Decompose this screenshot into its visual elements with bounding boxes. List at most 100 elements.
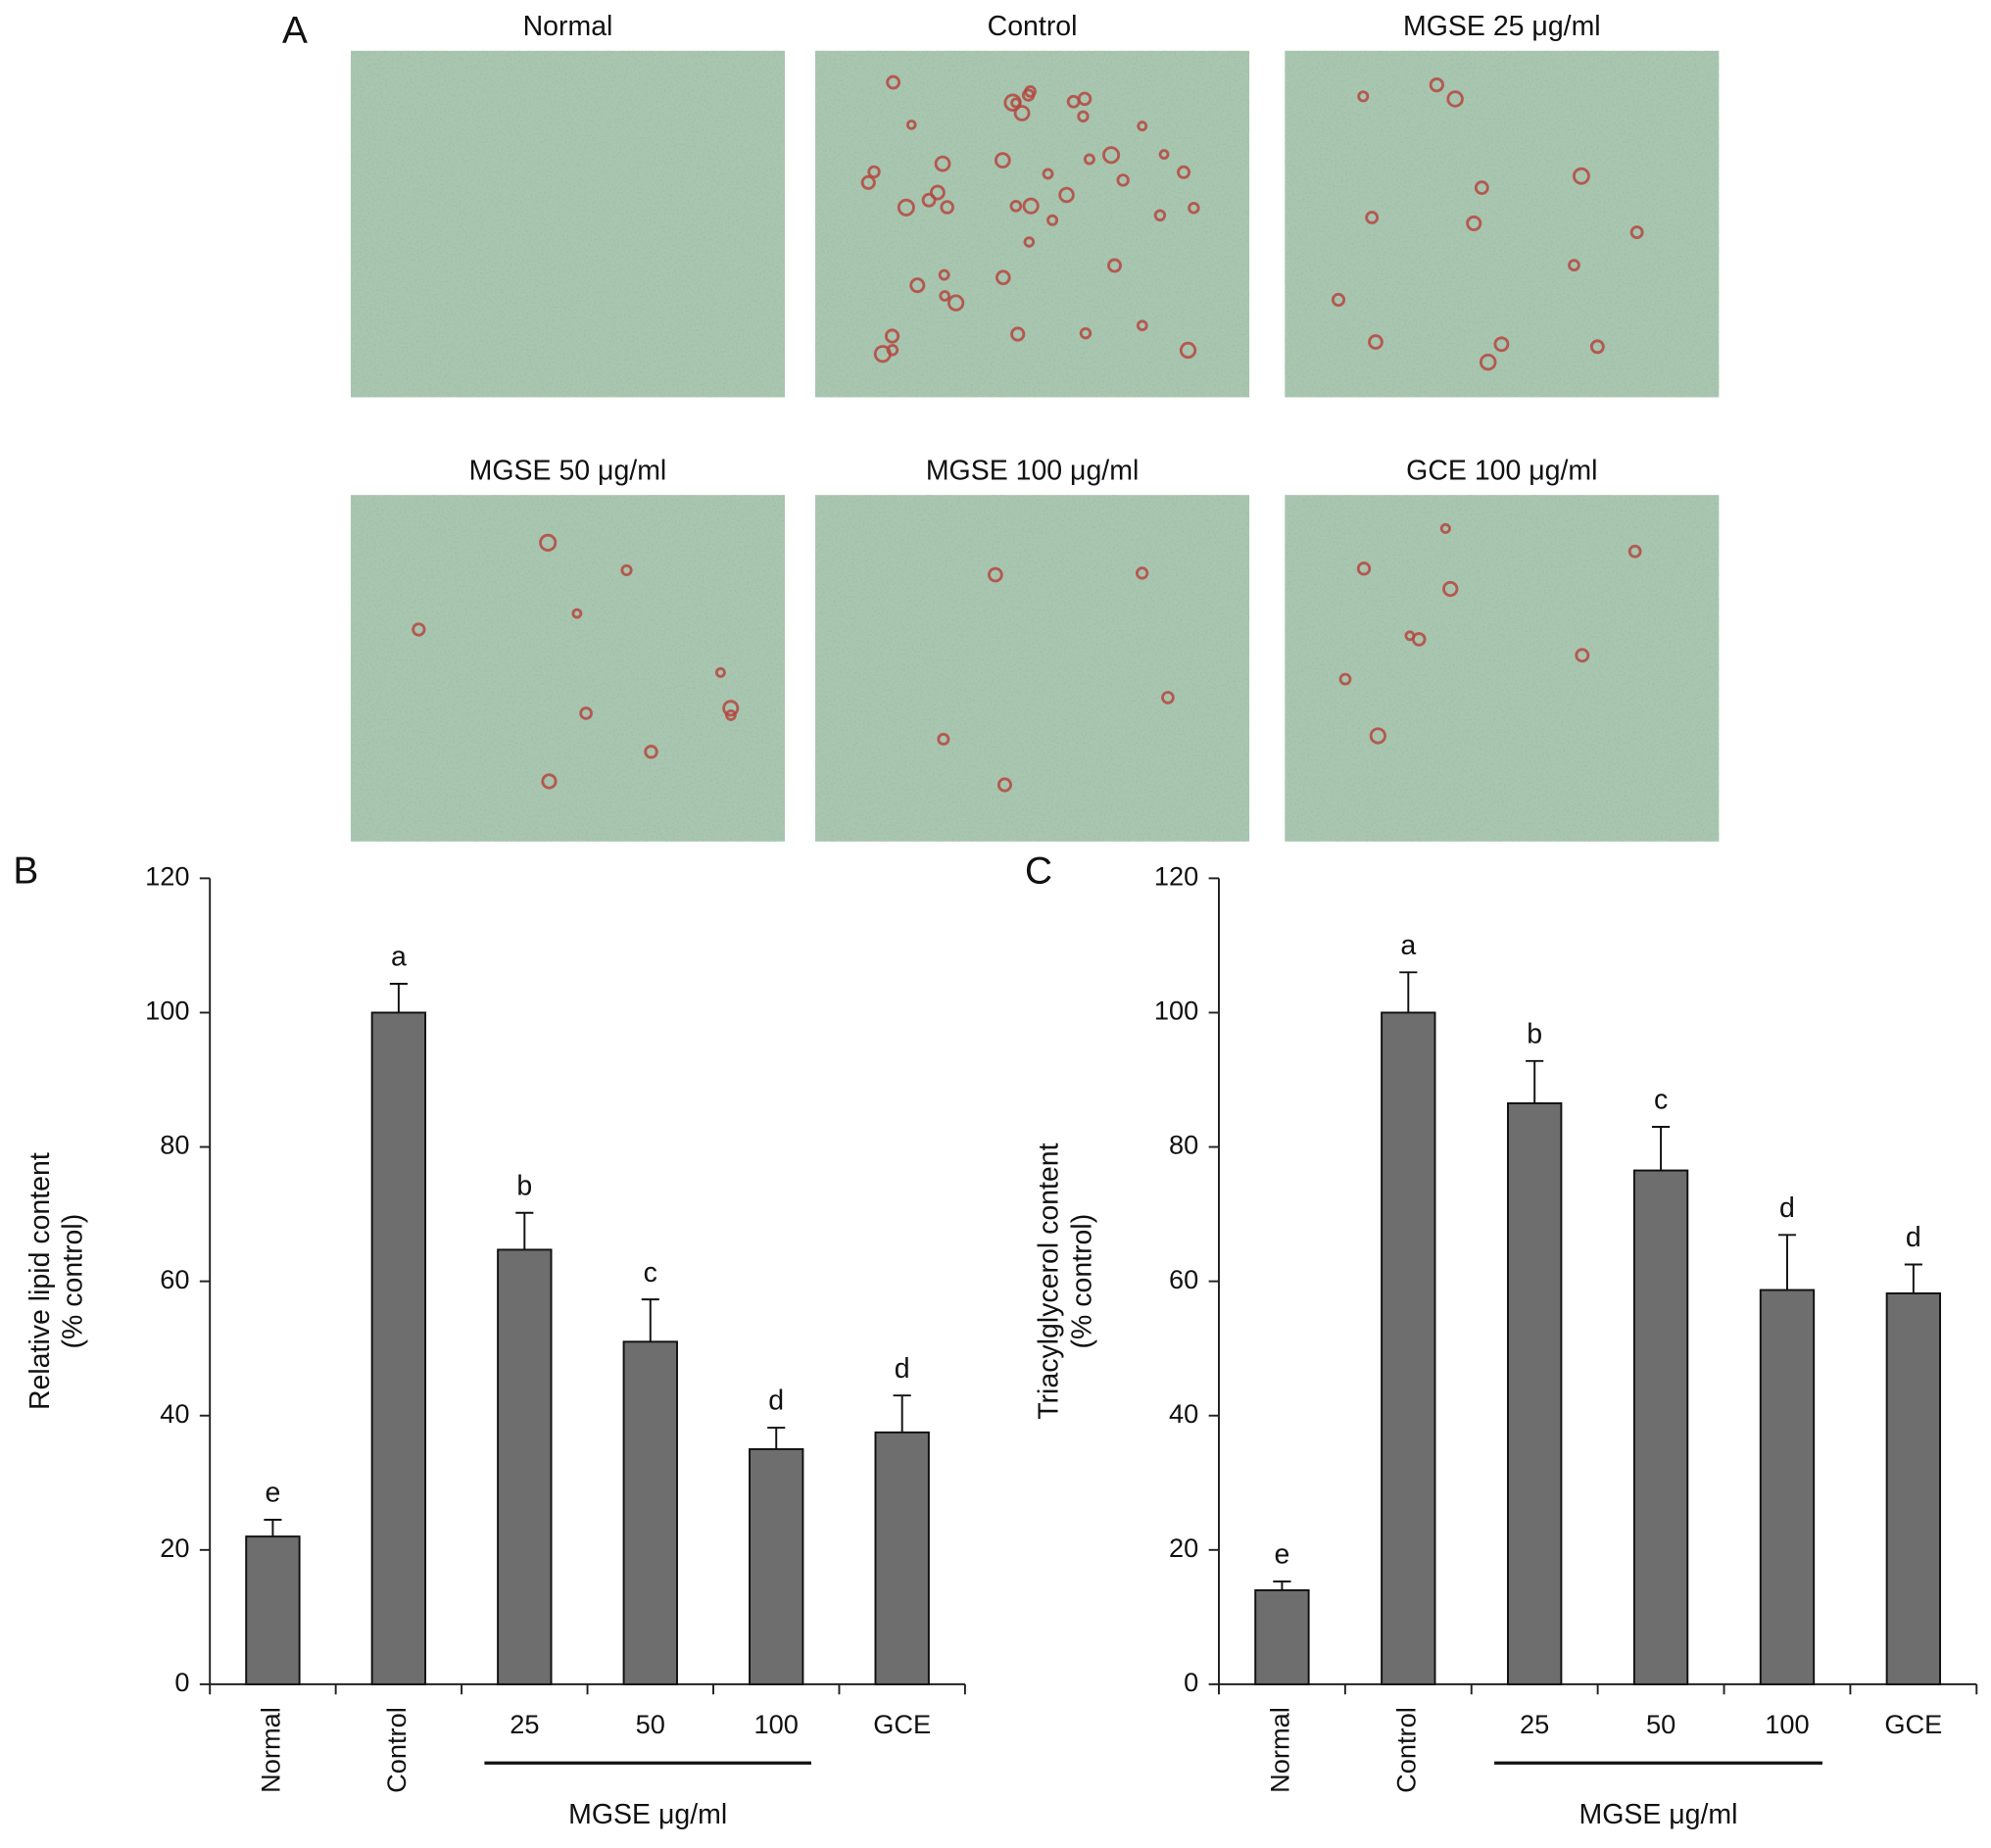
x-tick-label: 25	[510, 1709, 539, 1739]
stained-cell	[1331, 292, 1346, 308]
stained-cell	[905, 120, 917, 130]
significance-letter: c	[1654, 1085, 1668, 1116]
stained-cell	[940, 200, 954, 215]
micrograph-texture	[350, 495, 785, 842]
y-tick-label: 80	[160, 1130, 189, 1160]
stained-cell	[1023, 236, 1036, 248]
stained-cell	[929, 184, 946, 201]
bar	[1254, 1588, 1310, 1685]
stained-cell	[897, 198, 915, 217]
y-axis-label: Relative lipid content(% control)	[24, 1152, 88, 1410]
image-label: MGSE 100 μg/ml	[926, 455, 1139, 486]
stained-cell	[539, 533, 558, 552]
x-tick-label: GCE	[1884, 1709, 1942, 1739]
stained-cell	[994, 152, 1011, 169]
y-tick-label: 60	[1169, 1264, 1198, 1294]
stained-cell	[1179, 341, 1197, 360]
y-tick-label: 0	[1184, 1667, 1198, 1697]
y-axis-label-line: Triacylglycerol content	[1033, 1143, 1064, 1419]
stained-cell	[1188, 202, 1200, 215]
stained-cell	[934, 155, 951, 172]
stained-cell	[939, 290, 951, 302]
x-tick-label: Normal	[1265, 1707, 1295, 1793]
significance-letter: a	[391, 942, 407, 973]
stained-cell	[1058, 186, 1075, 204]
stained-cell	[1446, 90, 1464, 108]
stained-cell	[1442, 580, 1459, 598]
x-tick-label: Control	[1390, 1707, 1421, 1793]
stained-cell	[886, 74, 901, 90]
y-tick-label: 20	[160, 1532, 189, 1563]
bar	[1885, 1292, 1942, 1685]
image-label: Normal	[523, 11, 613, 42]
y-tick-label: 0	[174, 1667, 189, 1697]
stained-cell	[1046, 214, 1059, 226]
stained-cell	[1338, 672, 1352, 686]
stained-cell	[1575, 648, 1590, 663]
y-tick-label: 100	[1154, 996, 1198, 1026]
stained-cell	[1627, 544, 1642, 559]
x-tick-label: 100	[754, 1709, 799, 1739]
bar	[749, 1448, 804, 1685]
image-label: MGSE 50 μg/ml	[469, 455, 667, 486]
stained-cell	[1568, 259, 1580, 271]
significance-letter: b	[516, 1170, 532, 1201]
y-tick-label: 120	[145, 861, 189, 892]
image-label: GCE 100 μg/ml	[1406, 455, 1597, 486]
panel-label: B	[13, 850, 38, 892]
y-axis-label-line: (% control)	[1066, 1214, 1097, 1349]
y-tick-label: 20	[1169, 1532, 1198, 1563]
stained-cell	[714, 666, 726, 678]
y-tick-label: 100	[145, 996, 189, 1026]
stained-cell	[541, 773, 558, 790]
stained-cell	[1136, 319, 1148, 332]
stained-cell	[1589, 339, 1605, 355]
stained-cell	[1066, 94, 1081, 109]
stained-cell	[1042, 168, 1054, 180]
stained-cell	[620, 563, 633, 577]
stained-cell	[1161, 691, 1175, 705]
stained-cell	[412, 622, 426, 637]
y-axis-label-line: Relative lipid content	[24, 1152, 55, 1410]
x-tick-label: Normal	[256, 1707, 286, 1793]
bar	[245, 1535, 301, 1685]
stained-cell	[1466, 215, 1482, 231]
stained-cell	[1404, 630, 1416, 642]
stained-cell	[1572, 167, 1590, 185]
y-tick-label: 40	[160, 1398, 189, 1429]
image-label: MGSE 25 μg/ml	[1403, 11, 1601, 42]
significance-letter: e	[1274, 1539, 1289, 1571]
significance-letter: d	[768, 1386, 784, 1417]
stained-cell	[995, 269, 1011, 286]
bar	[874, 1431, 930, 1685]
y-axis-label: Triacylglycerol content(% control)	[1033, 1143, 1097, 1419]
y-axis-label-line: (% control)	[57, 1214, 88, 1349]
stained-cell	[644, 744, 658, 759]
stained-cell	[1137, 121, 1148, 132]
stained-cell	[1439, 522, 1451, 534]
y-tick-label: 120	[1154, 861, 1198, 892]
x-tick-label: 100	[1765, 1709, 1809, 1739]
group-label: MGSE μg/ml	[568, 1799, 727, 1830]
stained-cell	[1177, 165, 1191, 179]
significance-letter: c	[644, 1257, 657, 1289]
stained-cell	[1356, 561, 1372, 576]
stained-cell	[1010, 326, 1026, 342]
micrograph-texture	[1285, 50, 1720, 398]
bar	[497, 1248, 553, 1685]
stained-cell	[579, 706, 593, 720]
stained-cell	[1629, 225, 1644, 240]
stained-cell	[1107, 258, 1122, 273]
micrograph-texture	[815, 495, 1250, 842]
stained-cell	[1079, 326, 1093, 340]
stained-cell	[1479, 353, 1497, 371]
stained-cell	[1013, 105, 1031, 122]
y-tick-label: 60	[160, 1264, 189, 1294]
stained-cell	[947, 294, 965, 312]
image-label: Control	[988, 11, 1078, 42]
stained-cell	[886, 344, 899, 357]
stained-cell	[909, 277, 926, 294]
significance-letter: d	[895, 1353, 910, 1385]
stained-cell	[1083, 153, 1095, 166]
